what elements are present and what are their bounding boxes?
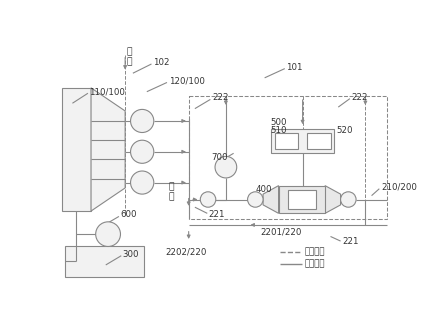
Text: 120/100: 120/100 bbox=[168, 77, 204, 85]
Circle shape bbox=[200, 192, 216, 207]
Text: 520: 520 bbox=[337, 126, 353, 135]
Circle shape bbox=[248, 192, 263, 207]
Text: 210/200: 210/200 bbox=[381, 183, 417, 192]
Text: 221: 221 bbox=[342, 237, 359, 246]
Text: 出
液: 出 液 bbox=[169, 182, 175, 202]
Bar bbox=[275, 133, 298, 149]
Bar bbox=[279, 186, 325, 213]
Bar bbox=[189, 95, 387, 219]
Text: 222: 222 bbox=[212, 93, 229, 102]
Text: 低压管路: 低压管路 bbox=[304, 247, 325, 256]
Text: 进
液: 进 液 bbox=[126, 47, 132, 66]
Text: 101: 101 bbox=[286, 63, 303, 72]
Text: 222: 222 bbox=[351, 93, 368, 102]
Text: 300: 300 bbox=[123, 250, 139, 259]
Text: 500: 500 bbox=[271, 118, 288, 127]
Bar bbox=[307, 133, 330, 149]
Polygon shape bbox=[263, 186, 279, 213]
Text: 221: 221 bbox=[209, 209, 225, 219]
Circle shape bbox=[131, 140, 154, 163]
Text: 400: 400 bbox=[255, 185, 272, 194]
Text: 102: 102 bbox=[153, 58, 170, 67]
Polygon shape bbox=[325, 186, 341, 213]
Circle shape bbox=[96, 222, 120, 246]
Bar bbox=[271, 129, 334, 153]
Bar bbox=[288, 190, 316, 209]
Text: 700: 700 bbox=[211, 153, 228, 162]
Circle shape bbox=[131, 109, 154, 133]
Text: 510: 510 bbox=[271, 126, 288, 135]
Circle shape bbox=[131, 171, 154, 194]
Bar bbox=[62, 88, 91, 211]
Text: 110/100: 110/100 bbox=[89, 87, 125, 96]
Text: 600: 600 bbox=[120, 210, 137, 220]
Circle shape bbox=[215, 156, 237, 178]
Text: 2202/220: 2202/220 bbox=[165, 247, 206, 256]
Polygon shape bbox=[91, 88, 125, 211]
Bar bbox=[65, 246, 144, 277]
Circle shape bbox=[341, 192, 356, 207]
Text: 2201/220: 2201/220 bbox=[260, 227, 301, 236]
Text: 高压管路: 高压管路 bbox=[304, 260, 325, 269]
